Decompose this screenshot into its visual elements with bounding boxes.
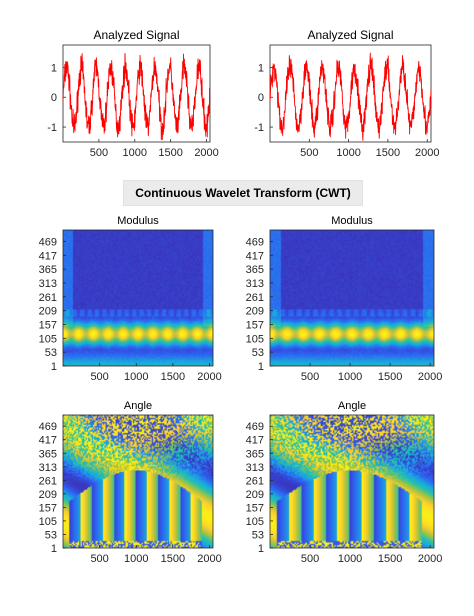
y-tick-label: 1 [51,361,57,373]
y-tick-label: 469 [246,421,264,433]
y-tick-label: 313 [246,462,264,474]
x-tick-label: 1500 [378,553,402,565]
x-tick-label: 1000 [124,553,148,565]
modulus-heatmap [63,230,213,366]
y-tick-label: 0 [51,92,57,104]
x-tick-label: 1500 [158,147,182,159]
y-tick-label: 1 [258,361,264,373]
x-tick-label: 500 [301,371,319,383]
y-tick-label: 261 [39,475,57,487]
y-tick-label: 53 [45,529,57,541]
y-tick-label: 1 [258,62,264,74]
chart-title: Angle [124,400,152,412]
y-tick-label: 53 [252,347,264,359]
chart-title: Modulus [331,215,373,227]
y-tick-label: 105 [39,333,57,345]
signal-line [62,52,211,141]
y-tick-label: -1 [47,122,57,134]
y-tick-label: 105 [39,516,57,528]
chart-title: Analyzed Signal [93,28,179,42]
x-tick-label: 1500 [161,371,185,383]
y-tick-label: 469 [39,421,57,433]
chart-title: Modulus [117,215,159,227]
signal-line [269,52,432,141]
axes-frame [62,229,214,367]
axes-frame [62,414,214,549]
y-tick-label: 105 [246,516,264,528]
x-tick-label: 1000 [338,553,362,565]
y-tick-label: 261 [246,292,264,304]
x-tick-label: 2000 [418,371,442,383]
angle-heatmap [63,415,213,548]
x-tick-label: 500 [90,147,108,159]
chart-panel-top-left: 500 1000 1500 2000 -1 0 1 Analyzed Signal [47,28,219,159]
x-tick-label: 1500 [376,147,400,159]
y-tick-label: 313 [39,278,57,290]
y-tick-label: 365 [39,264,57,276]
y-tick-label: 417 [246,250,264,262]
x-tick-label: 1000 [123,147,147,159]
y-tick-label: 209 [39,306,57,318]
y-tick-label: 261 [39,292,57,304]
chart-title: Angle [338,400,366,412]
y-tick-label: 1 [258,543,264,555]
y-tick-label: 417 [39,250,57,262]
y-tick-label: -1 [254,122,264,134]
angle-heatmap [270,415,434,548]
x-tick-label: 1000 [338,371,362,383]
y-tick-label: 365 [39,448,57,460]
chart-panel-top-right: 500 1000 1500 2000 -1 0 1 Analyzed Signal [254,28,439,159]
y-tick-label: 365 [246,448,264,460]
y-tick-label: 53 [45,347,57,359]
x-tick-label: 1500 [378,371,402,383]
modulus-heatmap [270,230,434,366]
y-tick-label: 365 [246,264,264,276]
y-tick-label: 157 [246,319,264,331]
y-tick-label: 157 [246,502,264,514]
y-tick-label: 209 [246,306,264,318]
x-tick-label: 2000 [194,147,218,159]
y-tick-label: 417 [246,435,264,447]
x-tick-label: 500 [300,147,318,159]
y-tick-label: 157 [39,319,57,331]
y-tick-label: 313 [246,278,264,290]
y-tick-label: 105 [246,333,264,345]
y-tick-label: 0 [258,92,264,104]
y-tick-label: 417 [39,435,57,447]
chart-title: Analyzed Signal [307,28,393,42]
x-tick-label: 500 [301,553,319,565]
y-tick-label: 469 [39,236,57,248]
axes-frame [269,229,435,367]
y-tick-label: 53 [252,529,264,541]
y-tick-label: 157 [39,502,57,514]
y-tick-label: 261 [246,475,264,487]
x-tick-label: 1500 [161,553,185,565]
x-tick-label: 1000 [336,147,360,159]
y-tick-label: 313 [39,462,57,474]
y-tick-label: 1 [51,543,57,555]
y-tick-label: 469 [246,236,264,248]
x-tick-label: 1000 [124,371,148,383]
x-tick-label: 500 [90,553,108,565]
x-tick-label: 2000 [418,553,442,565]
axes-frame [269,414,435,549]
x-tick-label: 2000 [197,553,221,565]
y-tick-label: 209 [39,489,57,501]
x-tick-label: 500 [90,371,108,383]
x-tick-label: 2000 [197,371,221,383]
y-tick-label: 1 [51,62,57,74]
figure-title: Continuous Wavelet Transform (CWT) [123,180,363,206]
x-tick-label: 2000 [415,147,439,159]
y-tick-label: 209 [246,489,264,501]
